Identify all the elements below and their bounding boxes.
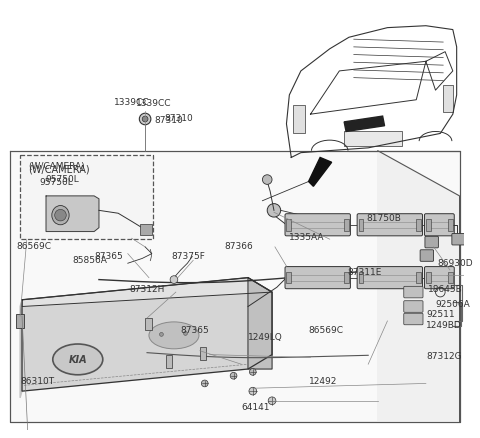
Text: 87310: 87310 [164,114,193,124]
Text: (W/CAMERA): (W/CAMERA) [28,162,84,171]
Text: 87310: 87310 [155,117,183,125]
Bar [359,272,363,283]
Circle shape [170,276,178,283]
Text: 87366: 87366 [224,242,252,251]
Bar [359,219,363,230]
Text: 85856A: 85856A [72,256,107,265]
FancyBboxPatch shape [424,214,454,236]
Text: 1335AA: 1335AA [289,233,325,242]
Polygon shape [46,196,99,232]
Bar [344,219,349,230]
Bar [287,219,291,230]
FancyBboxPatch shape [404,286,423,298]
Bar [416,272,421,283]
Text: 87311E: 87311E [347,268,382,277]
Text: 1339CC: 1339CC [114,98,150,107]
Circle shape [201,380,208,387]
FancyBboxPatch shape [452,233,465,245]
Bar [287,272,291,283]
FancyBboxPatch shape [357,214,422,236]
Polygon shape [309,157,332,186]
Text: 92511: 92511 [426,310,455,319]
Bar [426,219,431,230]
FancyBboxPatch shape [420,250,433,261]
Text: 86310T: 86310T [20,377,54,386]
Text: 18645B: 18645B [428,285,463,294]
Text: 87365: 87365 [180,326,209,335]
Bar [166,355,172,368]
Circle shape [268,397,276,405]
Text: 87312G: 87312G [426,352,461,361]
Ellipse shape [52,205,69,225]
Text: 1339CC: 1339CC [135,99,171,108]
Bar [448,272,453,283]
Polygon shape [22,278,272,391]
Polygon shape [248,278,272,369]
Bar [20,155,153,239]
Text: 95750L: 95750L [39,178,73,187]
FancyBboxPatch shape [357,267,422,289]
Bar [416,219,421,230]
Circle shape [139,113,151,125]
FancyBboxPatch shape [424,267,454,289]
Bar [344,272,349,283]
Circle shape [142,116,148,122]
Text: 81750B: 81750B [366,214,401,223]
Text: 92506A: 92506A [435,300,470,309]
Circle shape [267,204,281,217]
Text: 86569C: 86569C [16,242,51,251]
Text: 64141: 64141 [241,403,270,412]
Polygon shape [20,300,22,398]
Text: 87312H: 87312H [130,285,165,294]
Circle shape [249,387,257,395]
FancyBboxPatch shape [404,301,423,312]
Bar [200,347,206,360]
FancyBboxPatch shape [404,313,423,325]
Text: 86930D: 86930D [437,259,473,268]
Text: 95750L: 95750L [45,175,79,184]
Bar [293,105,305,134]
Ellipse shape [53,344,103,375]
Text: 12492: 12492 [309,377,337,386]
Text: 1249LQ: 1249LQ [248,333,283,342]
Text: 1249BD: 1249BD [426,321,462,330]
Circle shape [55,209,66,221]
Text: 87375F: 87375F [171,252,205,261]
Bar [140,224,152,235]
Ellipse shape [149,322,199,349]
Bar [145,318,152,329]
Circle shape [263,175,272,184]
FancyBboxPatch shape [285,214,350,236]
Polygon shape [22,278,272,307]
Bar [16,314,24,328]
FancyBboxPatch shape [285,267,350,289]
Polygon shape [378,151,459,422]
Circle shape [230,372,237,379]
Bar [426,272,431,283]
Circle shape [250,368,256,375]
Circle shape [159,332,163,336]
Bar [344,131,402,146]
Text: KIA: KIA [69,355,87,365]
Circle shape [183,332,187,336]
Text: 86569C: 86569C [309,326,344,335]
Bar [448,219,453,230]
Polygon shape [344,116,384,131]
FancyBboxPatch shape [425,237,438,248]
Text: (W/CAMERA): (W/CAMERA) [28,165,89,175]
Text: 87365: 87365 [94,252,123,261]
Bar [11,151,459,422]
Bar [443,85,453,112]
